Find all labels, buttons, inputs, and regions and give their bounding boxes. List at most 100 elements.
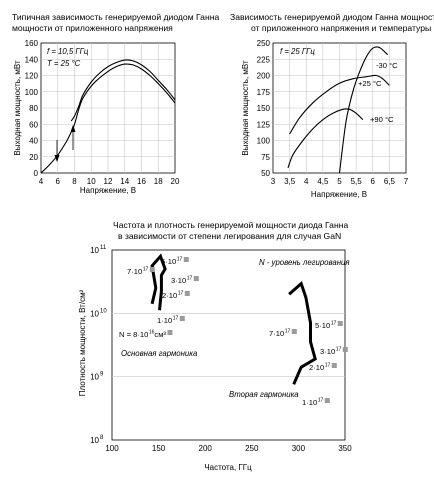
chart1-grid [41,43,175,173]
chart3-title-line1: Частота и плотность генерируемой мощност… [113,220,348,230]
doping-label-text: 3·10 [171,276,186,285]
doping-label: 3·10 17 [320,347,348,356]
x-tick-label: 14 [120,177,129,186]
x-tick-label: 3 [271,177,276,186]
x-tick-label: 10 [87,177,96,186]
doping-label-unit: см³ [154,330,166,339]
chart2-grid [273,43,406,173]
series-line-2 [288,280,317,385]
chart3-legend-note: N - уровень легирования [259,258,350,267]
chart1-series [40,59,176,174]
y-tick-label: 125 [257,120,271,129]
y-tick-label: 10 [90,246,99,255]
x-tick-label: 6 [371,177,376,186]
chart2-y-axis-label: Выходная мощность, мВт [241,60,250,156]
doping-label: 7·10 17 [127,267,155,276]
marker-square [193,276,199,281]
chart1-annotation-frequency: f = 10,5 ГГц [47,47,89,56]
x-tick-label: 150 [152,444,166,453]
chart3-x-axis-label: Частота, ГГц [204,463,252,472]
doping-label-text: 1·10 [157,316,172,325]
chart2-x-ticks: 3 3,5 4 4,5 5 5,5 6 6,5 7 [271,177,409,186]
y-tick-label: 80 [29,104,38,113]
doping-label-exponent: 17 [331,321,337,327]
y-tick-label: 250 [257,39,271,48]
y-tick-label: 160 [25,39,39,48]
chart1-y-ticks: 0 20 40 60 80 100 120 140 160 [25,39,39,178]
chart1-y-axis-label: Выходная мощность, мВт [13,60,22,156]
doping-label: 2·10 17 [162,291,190,300]
chart3-series-label-second-harmonic: Вторая гармоника [229,390,299,399]
x-tick-label: 250 [245,444,259,453]
doping-label-exponent: 17 [177,257,183,263]
doping-label-exponent: 16 [149,330,155,336]
marker-square [179,316,185,321]
series-line-1 [40,63,176,174]
doping-label-text: 5·10 [315,321,330,330]
x-tick-label: 12 [104,177,113,186]
chart1-title-line1: Типичная зависимость генерируемой диодом… [12,12,219,22]
x-tick-label: 7 [404,177,409,186]
doping-label-exponent: 17 [187,276,193,282]
y-tick-label: 20 [29,153,38,162]
y-tick-label: 150 [257,104,271,113]
y-tick-label: 225 [257,55,271,64]
chart-voltage-temperature: Зависимость генерируемой диодом Ганна мо… [230,12,434,199]
x-tick-label: 8 [72,177,77,186]
doping-label-text: N = 8·10 [119,330,148,339]
chart2-series-label-minus30: -30 °C [376,61,398,70]
doping-label: 3·10 17 [171,276,199,285]
arrow-up-icon [70,125,76,132]
y-tick-label: 75 [261,153,270,162]
doping-label: 1·10 17 [157,316,185,325]
marker-square [342,347,348,352]
arrow-down-icon [54,155,60,162]
doping-label-text: 5·10 [161,257,176,266]
x-tick-label: 100 [105,444,119,453]
x-tick-label: 6,5 [384,177,396,186]
series-line-2 [70,59,176,122]
y-tick-label: 10 [90,309,99,318]
y-tick-label: 100 [257,137,271,146]
chart2-title-line1: Зависимость генерируемой диодом Ганна мо… [230,12,434,22]
chart1-x-ticks: 4 6 8 10 12 14 16 18 20 [39,177,180,186]
chart2-x-axis-label: Напряжение, В [311,190,367,199]
x-tick-label: 3,5 [284,177,296,186]
chart-frequency-power-density: Частота и плотность генерируемой мощност… [78,220,352,472]
chart2-series-label-plus25: +25 °C [358,79,382,88]
chart3-y-axis-label: Плотность мощности, Вт/см² [78,289,87,396]
doping-label: N = 8·10 16 см³ [119,330,173,339]
x-tick-label: 18 [154,177,163,186]
series-line-3 [287,108,364,168]
x-tick-label: 5,5 [351,177,363,186]
chart2-series [287,46,390,174]
y-tick-exponent: 9 [100,372,104,378]
chart2-annotation-frequency: f = 25 ГГц [280,47,315,56]
y-tick-label: 140 [25,55,39,64]
doping-label: 5·10 17 [161,257,189,266]
doping-label-text: 2·10 [162,291,177,300]
y-tick-label: 0 [34,169,39,178]
chart3-series [150,253,317,385]
y-tick-label: 120 [25,72,39,81]
marker-square [324,398,330,403]
series-line-2 [289,74,390,135]
y-tick-label: 100 [25,88,39,97]
marker-square [183,257,189,262]
doping-label-text: 1·10 [302,398,317,407]
doping-label-exponent: 17 [173,316,179,322]
chart3-plot-area [111,249,346,441]
y-tick-label: 175 [257,88,271,97]
doping-label-exponent: 17 [318,398,324,404]
chart2-title-line2: от приложенного напряжения и температуры [251,23,431,33]
marker-square [291,329,297,334]
chart3-series-label-fundamental: Основная гармоника [121,349,198,358]
x-tick-label: 4 [39,177,44,186]
chart-voltage-power: Типичная зависимость генерируемой диодом… [12,12,219,195]
doping-label-text: 7·10 [269,329,284,338]
doping-label: 7·10 17 [269,329,297,338]
x-tick-label: 350 [338,444,352,453]
doping-label-text: 3·10 [320,347,335,356]
